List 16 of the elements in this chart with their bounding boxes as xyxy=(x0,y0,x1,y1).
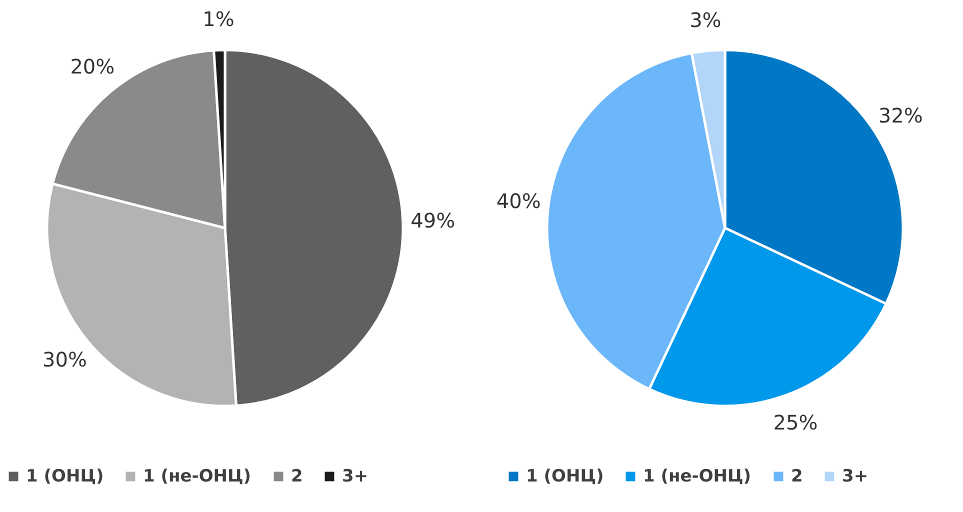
legend-label: 2 xyxy=(291,466,303,487)
legend-label: 3+ xyxy=(342,466,368,487)
legend-label: 1 (не-ОНЦ) xyxy=(143,466,252,487)
data-label: 40% xyxy=(496,188,541,213)
data-label: 49% xyxy=(410,208,456,232)
data-label: 25% xyxy=(773,410,818,435)
legend-label: 2 xyxy=(791,466,803,487)
legend-label: 1 (ОНЦ) xyxy=(526,466,604,487)
data-label: 3% xyxy=(690,8,722,32)
legend-label: 1 (не-ОНЦ) xyxy=(643,466,752,487)
data-label: 1% xyxy=(202,7,234,32)
legend-label: 3+ xyxy=(842,466,868,487)
legend-label: 1 (ОНЦ) xyxy=(26,466,104,487)
data-label: 32% xyxy=(878,104,923,128)
data-label: 30% xyxy=(42,348,87,372)
data-label: 20% xyxy=(70,54,115,79)
